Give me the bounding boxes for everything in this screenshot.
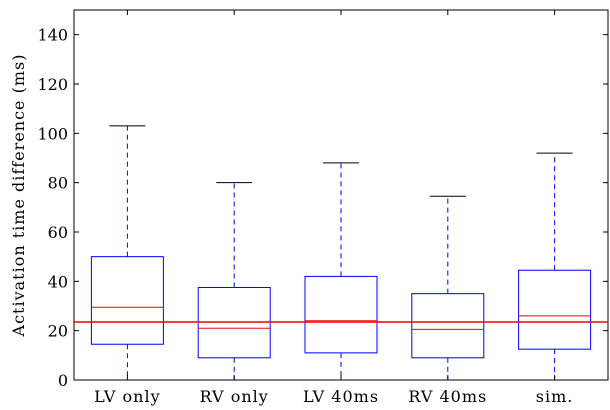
box-3 — [304, 162, 378, 380]
y-tick-label: 80 — [48, 174, 68, 193]
box-iqr — [90, 256, 164, 345]
y-tick-label: 20 — [48, 322, 68, 341]
x-axis: LV only RV only LV 40ms RV 40ms sim. — [94, 10, 574, 406]
box-iqr — [518, 269, 592, 350]
x-tick-label: LV only — [94, 387, 160, 406]
y-tick-label: 60 — [48, 223, 68, 242]
box-iqr — [304, 275, 378, 354]
y-tick-label: 0 — [58, 371, 68, 390]
y-tick-label: 40 — [48, 272, 68, 291]
x-tick-label: RV only — [200, 387, 269, 406]
x-tick-label: RV 40ms — [408, 387, 487, 406]
box-5 — [518, 152, 592, 380]
box-1 — [90, 125, 164, 380]
y-tick-label: 120 — [37, 75, 68, 94]
x-tick-label: sim. — [536, 387, 574, 406]
box-iqr — [411, 293, 485, 359]
y-axis-label: Activation time difference (ms) — [9, 54, 28, 338]
x-tick-label: LV 40ms — [303, 387, 379, 406]
y-axis: 0 20 40 60 80 100 120 140 — [37, 26, 608, 390]
box-4 — [411, 195, 485, 380]
y-tick-label: 140 — [37, 26, 68, 45]
y-tick-label: 100 — [37, 124, 68, 143]
